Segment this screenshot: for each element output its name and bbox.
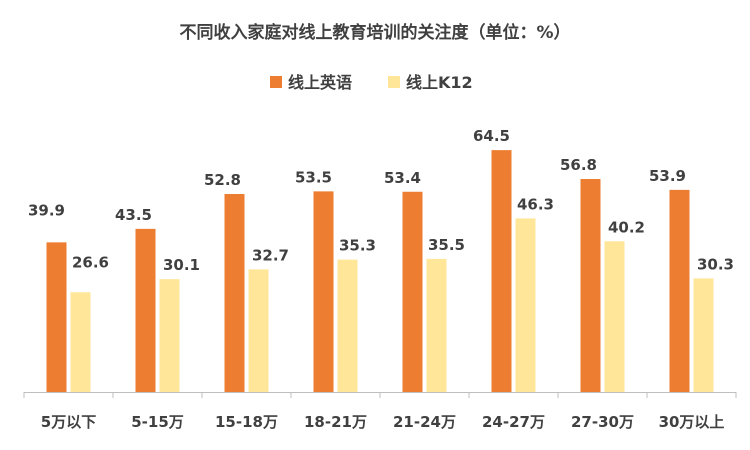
bar-english-4 <box>402 191 423 392</box>
legend-label-k12: 线上K12 <box>406 73 473 92</box>
bar-english-3 <box>313 191 334 392</box>
x-tick-label-6: 27-30万 <box>571 413 634 431</box>
x-tick-label-7: 30万以上 <box>659 413 725 431</box>
data-label-k12-7: 30.3 <box>697 255 734 273</box>
data-label-english-5: 64.5 <box>473 127 510 145</box>
data-label-english-3: 53.5 <box>295 168 332 186</box>
data-label-k12-0: 26.6 <box>72 253 109 271</box>
bar-english-7 <box>669 189 690 392</box>
x-tick-label-2: 15-18万 <box>215 413 278 431</box>
bar-k12-0 <box>70 292 91 392</box>
data-label-k12-5: 46.3 <box>517 195 554 213</box>
bar-k12-3 <box>337 259 358 392</box>
x-tick-label-5: 24-27万 <box>482 413 545 431</box>
data-label-english-7: 53.9 <box>649 167 686 185</box>
bar-k12-5 <box>515 218 536 392</box>
bar-k12-6 <box>604 241 625 392</box>
bar-english-5 <box>491 150 512 392</box>
bar-english-2 <box>224 194 245 392</box>
bar-k12-7 <box>693 278 714 392</box>
legend-label-english: 线上英语 <box>288 73 352 92</box>
data-label-english-1: 43.5 <box>115 206 152 224</box>
chart-title: 不同收入家庭对线上教育培训的关注度（单位：%） <box>179 22 570 43</box>
data-label-english-6: 56.8 <box>560 156 597 174</box>
data-label-english-0: 39.9 <box>28 201 65 219</box>
data-label-english-2: 52.8 <box>204 171 241 189</box>
data-label-k12-1: 30.1 <box>163 256 200 274</box>
bar-english-1 <box>135 228 156 392</box>
x-axis: 5万以下 5-15万 15-18万 18-21万 21-24万 24-27万 27-30万 3… <box>23 392 737 431</box>
data-label-english-4: 53.4 <box>384 169 421 187</box>
bar-k12-1 <box>159 279 180 392</box>
bars-group <box>46 150 714 392</box>
bar-english-0 <box>46 242 67 392</box>
x-tick-label-0: 5万以下 <box>41 413 96 431</box>
data-label-k12-3: 35.3 <box>339 237 376 255</box>
x-tick-label-4: 21-24万 <box>393 413 456 431</box>
x-tick-label-1: 5-15万 <box>131 413 184 431</box>
legend-swatch-english <box>270 76 282 88</box>
x-tick-label-3: 18-21万 <box>304 413 367 431</box>
bar-english-6 <box>580 179 601 392</box>
legend: 线上英语 线上K12 <box>270 73 473 92</box>
legend-swatch-k12 <box>388 76 400 88</box>
data-label-k12-2: 32.7 <box>252 246 289 264</box>
bar-k12-4 <box>426 258 447 392</box>
data-label-k12-4: 35.5 <box>428 236 465 254</box>
bar-k12-2 <box>248 269 269 392</box>
data-labels-group: 39.9 26.6 43.5 30.1 52.8 32.7 53.5 35.3 53.4 35.5… <box>28 127 734 274</box>
data-label-k12-6: 40.2 <box>608 218 645 236</box>
